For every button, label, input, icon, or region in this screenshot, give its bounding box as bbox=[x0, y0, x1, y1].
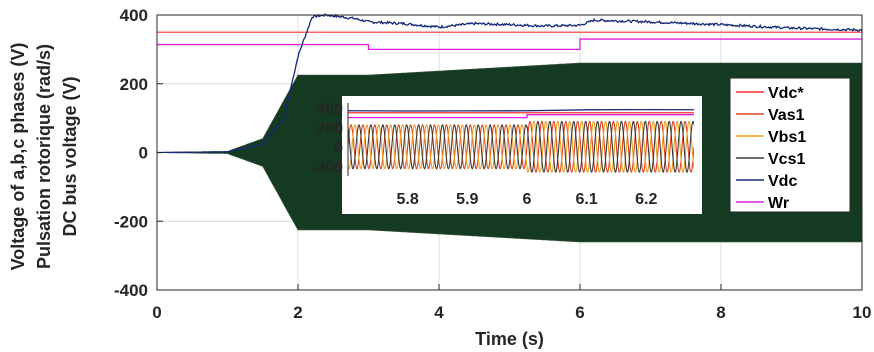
inset-plot bbox=[348, 108, 694, 173]
inset-series-vcs1 bbox=[348, 120, 694, 173]
x-tick-label: 8 bbox=[716, 303, 725, 322]
inset-y-tick-label: 200 bbox=[316, 120, 343, 137]
y-tick-label: 200 bbox=[120, 75, 148, 94]
inset-x-tick-label: 6 bbox=[523, 191, 532, 208]
x-axis-title: Time (s) bbox=[475, 329, 544, 349]
inset-y-tick-label: 0 bbox=[334, 140, 343, 157]
inset-x-tick-label: 6.2 bbox=[635, 191, 657, 208]
y-axis-title-line: Pulsation rotorique (rad/s) bbox=[34, 44, 54, 269]
y-tick-label: 400 bbox=[120, 6, 148, 25]
inset-y-tick-label: -200 bbox=[311, 159, 343, 176]
y-tick-label: -400 bbox=[114, 281, 148, 300]
x-tick-label: 4 bbox=[434, 303, 444, 322]
series-wr bbox=[157, 38, 862, 51]
legend-box bbox=[729, 77, 851, 213]
inset-x-tick-label: 5.8 bbox=[397, 191, 419, 208]
inset-series-vbs1 bbox=[348, 120, 694, 173]
inset-x-tick-label: 5.9 bbox=[456, 191, 478, 208]
legend-label: Vdc bbox=[768, 173, 797, 190]
inset-series-vas1 bbox=[348, 120, 694, 173]
legend-label: Wr bbox=[768, 195, 789, 212]
inset-y-tick-label: 400 bbox=[316, 101, 343, 118]
legend-label: Vcs1 bbox=[768, 151, 805, 168]
x-tick-label: 10 bbox=[853, 303, 872, 322]
legend-label: Vas1 bbox=[768, 107, 805, 124]
legend-label: Vbs1 bbox=[768, 129, 806, 146]
inset-series-wr bbox=[348, 114, 694, 119]
inset-x-tick-label: 6.1 bbox=[575, 191, 597, 208]
inset-series-vdc bbox=[348, 108, 694, 112]
x-tick-label: 6 bbox=[575, 303, 584, 322]
y-axis-title-line: Voltage of a,b,c phases (V) bbox=[8, 43, 28, 271]
y-tick-label: -200 bbox=[114, 212, 148, 231]
y-tick-label: 0 bbox=[139, 144, 148, 163]
legend-label: Vdc* bbox=[768, 85, 804, 102]
y-axis-title-line: DC bus voltage (V) bbox=[60, 76, 80, 236]
x-tick-label: 0 bbox=[152, 303, 161, 322]
series-vdc bbox=[157, 12, 863, 154]
x-tick-label: 2 bbox=[293, 303, 302, 322]
